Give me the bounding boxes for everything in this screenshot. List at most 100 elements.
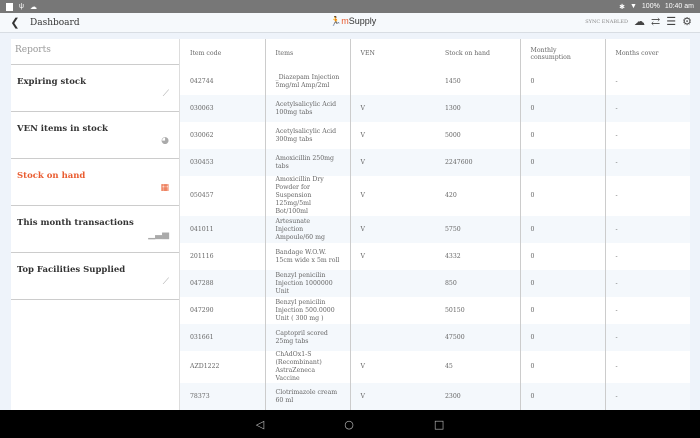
- sidebar-item-ven-items-in-stock[interactable]: VEN items in stock ◕: [11, 112, 179, 159]
- reports-sidebar: Reports Expiring stock ⟋ VEN items in stoc…: [11, 39, 180, 410]
- table-cell: 50150: [445, 306, 465, 314]
- battery-level: 100%: [641, 2, 660, 10]
- column-header[interactable]: Stock on hand: [445, 50, 490, 57]
- column-header[interactable]: VEN: [349, 39, 435, 68]
- table-row[interactable]: 042744 _Diazepam Injection 5mg/ml Amp/2ml…: [180, 68, 690, 95]
- table-cell: Amoxicillin Dry Powder for Suspension 12…: [264, 176, 350, 216]
- table-row[interactable]: AZD1222 ChAdOx1-S (Recombinant) AstraZene…: [180, 351, 690, 383]
- nav-home-icon[interactable]: ○: [344, 417, 354, 431]
- sidebar-item-top-facilities-supplied[interactable]: Top Facilities Supplied ⟋: [11, 253, 179, 300]
- table-cell: 0: [519, 95, 605, 122]
- rss-icon[interactable]: ☰: [666, 15, 677, 28]
- table-cell: [349, 297, 435, 324]
- sidebar-item-label: Expiring stock: [17, 77, 86, 87]
- table-cell: 0: [519, 149, 605, 176]
- sidebar-item-label: Stock on hand: [17, 171, 86, 181]
- table-cell: 030062: [190, 131, 214, 139]
- column-header[interactable]: Items: [264, 39, 350, 68]
- table-cell: 0: [519, 383, 605, 410]
- back-label[interactable]: Dashboard: [30, 17, 80, 28]
- table-row[interactable]: 78373 Clotrimazole cream 60 ml V 2300 0-: [180, 383, 690, 410]
- table-cell: -: [604, 383, 690, 410]
- table-cell: 0: [519, 122, 605, 149]
- clock: 10:40 am: [664, 2, 694, 10]
- table-cell: 030453: [180, 149, 265, 176]
- table-cell: [349, 324, 435, 351]
- table-cell: 850: [435, 270, 520, 297]
- table-row[interactable]: 201116 Bandage W.O.W. 15cm wide x 5m roll…: [180, 243, 690, 270]
- table-cell: Acetylsalicylic Acid 100mg tabs: [264, 95, 350, 122]
- nav-back-icon[interactable]: ◁: [255, 417, 265, 431]
- cloud-icon: ☁: [30, 3, 37, 11]
- android-nav-bar: ◁ ○ □: [0, 410, 700, 438]
- table-cell: 030063: [180, 95, 265, 122]
- table-cell: -: [604, 297, 690, 324]
- pie-chart-icon: ◕: [161, 136, 169, 146]
- table-cell: -: [604, 216, 690, 243]
- table-cell: 5000: [445, 131, 461, 139]
- table-cell: AZD1222: [190, 363, 220, 370]
- table-cell: 0: [519, 270, 605, 297]
- table-row[interactable]: 047290 Benzyl penicilin Injection 500.000…: [180, 297, 690, 324]
- line-chart-icon: ⟋: [162, 89, 169, 99]
- table-cell: 4332: [445, 252, 461, 260]
- table-cell: -: [604, 122, 690, 149]
- table-cell: -: [604, 270, 690, 297]
- table-cell: 0: [519, 68, 605, 95]
- table-cell: 47500: [435, 324, 520, 351]
- table-cell: Artesunate Injection Ampoule/60 mg: [264, 216, 350, 243]
- table-cell: Benzyl penicilin Injection 500.0000 Unit…: [264, 297, 350, 324]
- table-cell: 420: [445, 192, 457, 199]
- transfer-icon[interactable]: ⇄: [651, 15, 661, 28]
- table-cell: V: [349, 383, 435, 410]
- sidebar-item-expiring-stock[interactable]: Expiring stock ⟋: [11, 65, 179, 112]
- table-cell: 0: [519, 216, 605, 243]
- table-cell: 031661: [180, 324, 265, 351]
- sidebar-item-label: Top Facilities Supplied: [17, 265, 126, 275]
- table-cell: -: [604, 243, 690, 270]
- sidebar-item-this-month-transactions[interactable]: This month transactions ▁▃▅: [11, 206, 179, 253]
- nav-recents-icon[interactable]: □: [433, 417, 445, 431]
- table-row[interactable]: 041011 Artesunate Injection Ampoule/60 mg…: [180, 216, 690, 243]
- sidebar-item-label: VEN items in stock: [17, 124, 108, 134]
- stock-table: Item code Items VEN Stock on hand Monthly co…: [180, 39, 690, 410]
- table-cell: 78373: [180, 383, 265, 410]
- table-cell: Amoxicillin 250mg tabs: [264, 149, 350, 176]
- column-header[interactable]: Item code: [190, 50, 222, 57]
- table-row[interactable]: 030453 Amoxicillin 250mg tabs V 2247600 0-: [180, 149, 690, 176]
- table-icon: ▦: [160, 183, 169, 193]
- sidebar-item-stock-on-hand[interactable]: Stock on hand ▦: [11, 159, 179, 206]
- table-cell: V: [349, 216, 435, 243]
- status-bar: ψ ☁ ✱ ▼ 100% 10:40 am: [0, 0, 700, 13]
- table-row[interactable]: 031661 Captopril scored 25mg tabs 47500 0-: [180, 324, 690, 351]
- table-row[interactable]: 050457 Amoxicillin Dry Powder for Suspens…: [180, 176, 690, 216]
- table-cell: -: [604, 324, 690, 351]
- table-row[interactable]: 047288 Benzyl penicilin Injection 1000000…: [180, 270, 690, 297]
- column-header[interactable]: Months cover: [604, 39, 690, 68]
- table-cell: 041011: [180, 216, 265, 243]
- table-cell: Bandage W.O.W. 15cm wide x 5m roll: [264, 243, 350, 270]
- table-cell: V: [349, 122, 435, 149]
- table-cell: ChAdOx1-S (Recombinant) AstraZeneca Vacc…: [264, 351, 350, 383]
- table-cell: -: [604, 351, 690, 383]
- table-cell: Benzyl penicilin Injection 1000000 Unit: [264, 270, 350, 297]
- table-cell: 5750: [435, 216, 520, 243]
- table-cell: -: [604, 149, 690, 176]
- table-cell: Clotrimazole cream 60 ml: [264, 383, 350, 410]
- back-button[interactable]: ❮: [10, 16, 20, 29]
- table-cell: 45: [445, 363, 453, 370]
- table-row[interactable]: 030062 Acetylsalicylic Acid 300mg tabs V 50…: [180, 122, 690, 149]
- table-cell: 0: [519, 324, 605, 351]
- table-row[interactable]: 030063 Acetylsalicylic Acid 100mg tabs V 13…: [180, 95, 690, 122]
- table-cell: 050457: [190, 192, 214, 199]
- table-cell: 2300: [435, 383, 520, 410]
- table-cell: V: [349, 176, 435, 216]
- table-cell: -: [604, 68, 690, 95]
- table-cell: V: [349, 243, 435, 270]
- msupply-logo: 🏃mSupply: [330, 16, 377, 26]
- cloud-icon[interactable]: ☁: [634, 15, 646, 28]
- usb-icon: ψ: [19, 3, 24, 10]
- table-cell: Captopril scored 25mg tabs: [264, 324, 350, 351]
- gear-icon[interactable]: ⚙: [682, 15, 692, 28]
- column-header[interactable]: Monthly consumption: [519, 39, 605, 68]
